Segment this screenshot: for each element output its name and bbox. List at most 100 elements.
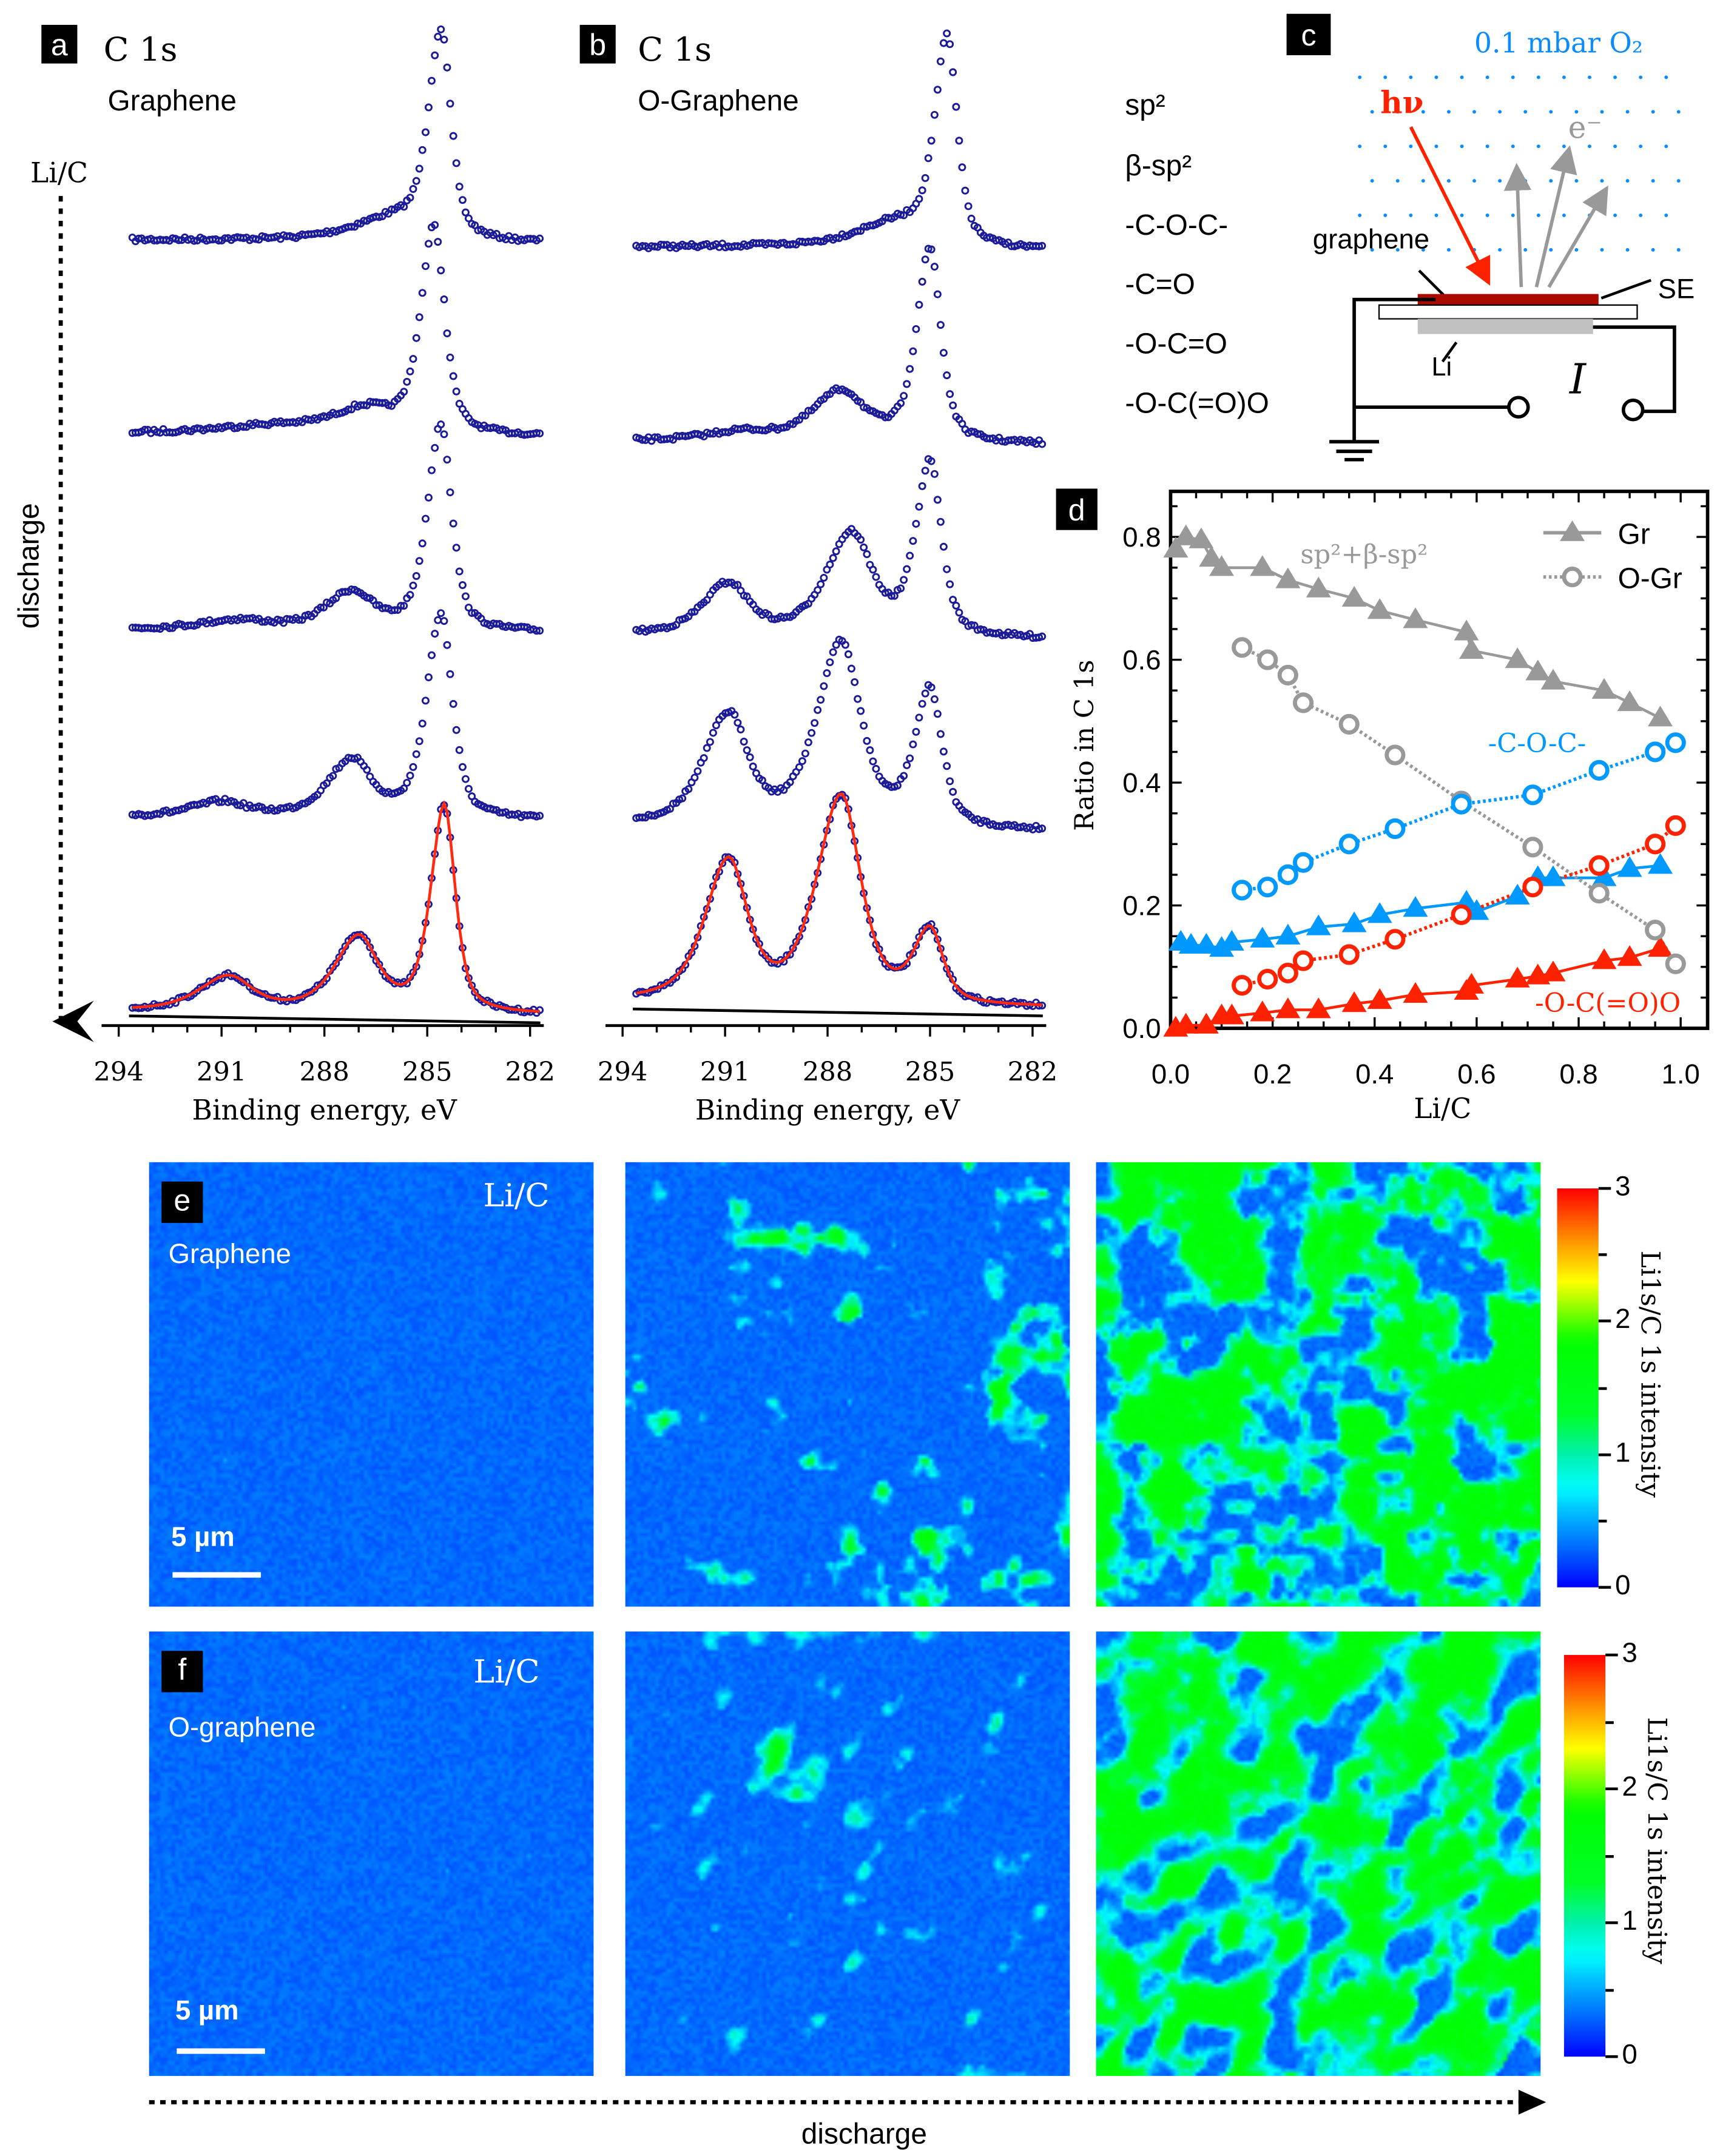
data-point bbox=[734, 581, 742, 589]
gas-dot bbox=[1562, 144, 1566, 149]
x-tick-label: 282 bbox=[505, 1057, 555, 1088]
data-point bbox=[909, 537, 917, 545]
data-point bbox=[869, 757, 877, 766]
annotation-carbonate: -O-C(=O)O bbox=[1535, 988, 1681, 1019]
gas-dot bbox=[1562, 75, 1566, 79]
data-point bbox=[409, 581, 417, 590]
data-point-triangle bbox=[1403, 607, 1428, 628]
data-point-triangle bbox=[1199, 546, 1224, 567]
gas-dot bbox=[1574, 248, 1579, 252]
data-point-circle bbox=[1257, 969, 1278, 990]
data-point-triangle bbox=[1505, 966, 1530, 988]
data-point bbox=[946, 40, 954, 49]
data-point bbox=[933, 710, 942, 718]
data-point bbox=[329, 772, 337, 780]
panel-c-tag-bg bbox=[1286, 13, 1331, 56]
data-point bbox=[946, 777, 954, 786]
panel-a-sample: Graphene bbox=[107, 85, 236, 117]
data-point-circle bbox=[1338, 944, 1360, 965]
data-point bbox=[881, 413, 889, 422]
data-point bbox=[215, 237, 223, 245]
data-point bbox=[347, 223, 356, 231]
data-point bbox=[700, 754, 708, 763]
gas-dot bbox=[1395, 179, 1400, 183]
data-point bbox=[431, 443, 439, 452]
component-legend: sp² β-sp² -C-O-C- -C=O -O-C=O -O-C(=O)O bbox=[1125, 89, 1269, 419]
data-point bbox=[458, 763, 467, 771]
lithium-layer bbox=[1417, 318, 1593, 334]
data-point bbox=[141, 425, 149, 434]
data-point bbox=[712, 721, 720, 730]
data-point-triangle bbox=[1163, 536, 1189, 558]
data-point bbox=[1038, 824, 1047, 833]
data-point bbox=[400, 602, 408, 610]
data-point bbox=[866, 746, 874, 755]
data-point bbox=[412, 750, 420, 758]
data-point bbox=[869, 565, 877, 574]
colorbar-minor-tick bbox=[1598, 1386, 1607, 1390]
data-point bbox=[952, 103, 960, 111]
gas-dot bbox=[1446, 110, 1451, 114]
gas-dot bbox=[1625, 110, 1630, 114]
x-tick-label: 294 bbox=[598, 1057, 648, 1088]
data-point bbox=[921, 255, 929, 264]
data-point bbox=[912, 519, 920, 528]
spectrum bbox=[128, 25, 544, 246]
data-point bbox=[684, 785, 693, 793]
data-point bbox=[440, 617, 448, 625]
gas-dot bbox=[1625, 179, 1630, 183]
data-point bbox=[418, 289, 427, 297]
data-point bbox=[881, 588, 889, 597]
panel-a-tag: a bbox=[51, 28, 68, 62]
graphene-leader bbox=[1418, 269, 1448, 300]
gas-dot bbox=[1549, 110, 1553, 114]
data-point bbox=[909, 347, 917, 355]
annotation-c-o-c: -C-O-C- bbox=[1488, 729, 1587, 759]
panel-f-sample: O-graphene bbox=[168, 1713, 316, 1743]
data-point bbox=[452, 544, 460, 552]
colorbar-tick-label: 1 bbox=[1622, 1906, 1637, 1937]
gas-dot bbox=[1523, 110, 1528, 114]
data-point bbox=[930, 470, 939, 478]
data-point bbox=[428, 466, 436, 474]
colorbar-tick-label: 3 bbox=[1615, 1171, 1631, 1202]
data-point bbox=[820, 682, 828, 690]
electron-arrow-3 bbox=[1547, 185, 1608, 288]
data-point bbox=[814, 586, 822, 595]
colorbar-tick-label: 2 bbox=[1615, 1304, 1631, 1335]
gas-dot bbox=[1613, 75, 1617, 79]
gas-dot bbox=[1358, 75, 1362, 79]
data-point-circle bbox=[1665, 953, 1686, 974]
data-point bbox=[872, 573, 880, 581]
data-point-triangle bbox=[1648, 853, 1673, 874]
data-point bbox=[903, 761, 911, 769]
data-point bbox=[452, 726, 460, 734]
data-point bbox=[798, 411, 806, 420]
gas-dot bbox=[1536, 213, 1540, 217]
data-point bbox=[452, 387, 460, 396]
colorbar-minor-tick bbox=[1598, 1253, 1607, 1256]
gas-dot bbox=[1613, 213, 1617, 217]
data-point bbox=[178, 805, 186, 814]
data-point-triangle bbox=[1591, 865, 1617, 886]
data-point bbox=[939, 39, 948, 47]
data-point bbox=[270, 807, 278, 815]
data-point bbox=[421, 262, 430, 271]
data-point-triangle bbox=[1219, 929, 1244, 951]
data-point bbox=[409, 763, 417, 771]
data-point-circle bbox=[1257, 649, 1278, 670]
data-point bbox=[832, 547, 840, 556]
legend-c-o-c: -C-O-C- bbox=[1125, 209, 1228, 241]
data-point bbox=[841, 641, 849, 649]
data-point bbox=[851, 678, 859, 686]
data-point bbox=[400, 203, 408, 211]
data-point bbox=[943, 371, 951, 380]
data-point bbox=[927, 457, 936, 465]
data-point bbox=[860, 543, 868, 551]
data-point bbox=[1038, 440, 1047, 448]
data-point-triangle bbox=[1617, 690, 1642, 712]
data-point bbox=[461, 775, 470, 783]
gas-dot bbox=[1676, 179, 1681, 183]
colorbar-tick bbox=[1605, 1653, 1618, 1657]
colorbar-tick bbox=[1598, 1586, 1611, 1589]
